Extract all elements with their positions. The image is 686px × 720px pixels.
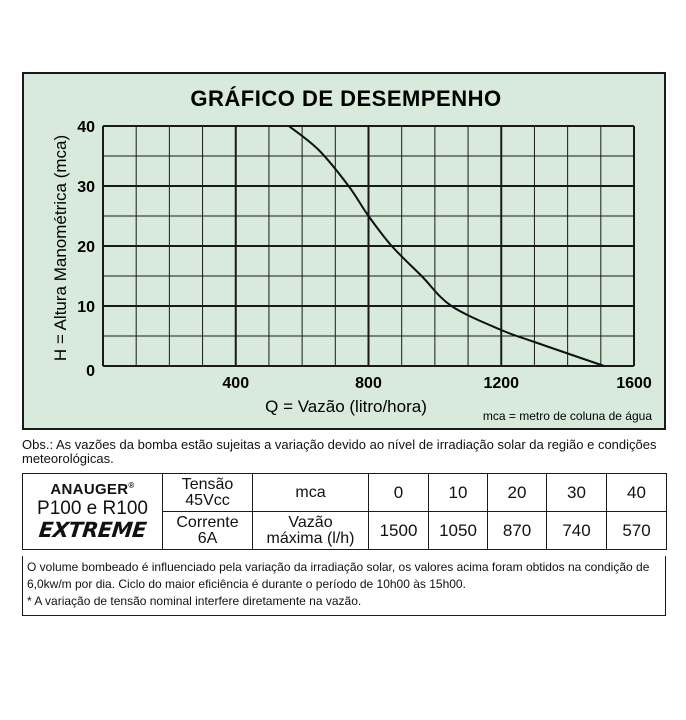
brand-name: ANAUGER [50, 481, 129, 498]
table-row: Corrente 6A Vazão máxima (l/h) 1500 1050… [23, 511, 667, 550]
head-value: 30 [546, 473, 607, 512]
chart-title: GRÁFICO DE DESEMPENHO [190, 86, 501, 111]
performance-chart: GRÁFICO DE DESEMPENHO 400 800 1200 1600 0 10 2… [22, 72, 666, 430]
flow-value: 570 [606, 511, 667, 550]
chart-grid [102, 125, 635, 367]
y-tick-label: 0 [86, 363, 95, 380]
head-value: 40 [606, 473, 667, 512]
brand-cell: ANAUGER® P100 e R100 EXTREME [22, 473, 163, 550]
brand-line-logo: EXTREME [37, 518, 148, 542]
y-tick-label: 20 [77, 239, 95, 256]
voltage-value: 45Vcc [185, 491, 230, 509]
head-value: 20 [487, 473, 547, 512]
flow-value: 740 [546, 511, 607, 550]
performance-curve [288, 125, 605, 367]
flow-label: Vazão [288, 513, 333, 531]
chart-svg: GRÁFICO DE DESEMPENHO 400 800 1200 1600 0 10 2… [51, 86, 652, 423]
y-tick-label: 10 [77, 299, 95, 316]
current-label: Corrente [176, 513, 239, 531]
voltage-cell: Tensão 45Vcc [162, 473, 253, 512]
chart-series [288, 125, 605, 367]
unit-flow-cell: Vazão máxima (l/h) [252, 511, 369, 550]
x-tick-label: 400 [222, 375, 249, 392]
voltage-label: Tensão [181, 475, 234, 493]
head-value: 10 [428, 473, 488, 512]
registered-mark: ® [128, 481, 135, 490]
x-tick-label: 800 [355, 375, 382, 392]
flow-unit: máxima (l/h) [266, 529, 355, 547]
current-cell: Corrente 6A [162, 511, 253, 550]
x-tick-label: 1600 [616, 375, 652, 392]
brand-logo: ANAUGER® [23, 481, 162, 498]
flow-value: 870 [487, 511, 547, 550]
flow-value: 1050 [428, 511, 488, 550]
current-value: 6A [197, 529, 218, 547]
chart-ticks: 400 800 1200 1600 0 10 20 30 40 [77, 119, 652, 392]
y-tick-label: 30 [77, 179, 95, 196]
x-tick-label: 1200 [483, 375, 519, 392]
footnote-box: O volume bombeado é influenciado pela va… [22, 556, 666, 616]
observation-note: Obs.: As vazões da bomba estão sujeitas … [22, 437, 657, 466]
head-value: 0 [368, 473, 429, 512]
x-axis-title: Q = Vazão (litro/hora) [265, 397, 427, 416]
y-axis-title: H = Altura Manométrica (mca) [51, 135, 70, 361]
brand-models: P100 e R100 [37, 498, 148, 519]
y-tick-label: 40 [77, 119, 95, 136]
mca-note: mca = metro de coluna de água [483, 409, 652, 423]
footnote-text: O volume bombeado é influenciado pela va… [27, 560, 650, 591]
table-row: ANAUGER® P100 e R100 EXTREME Tensão 45Vc… [22, 473, 667, 550]
footnote-voltage: * A variação de tensão nominal interfere… [27, 594, 362, 608]
unit-mca-cell: mca [252, 473, 369, 512]
flow-value: 1500 [368, 511, 429, 550]
spec-table: ANAUGER® P100 e R100 EXTREME Tensão 45Vc… [22, 473, 667, 550]
